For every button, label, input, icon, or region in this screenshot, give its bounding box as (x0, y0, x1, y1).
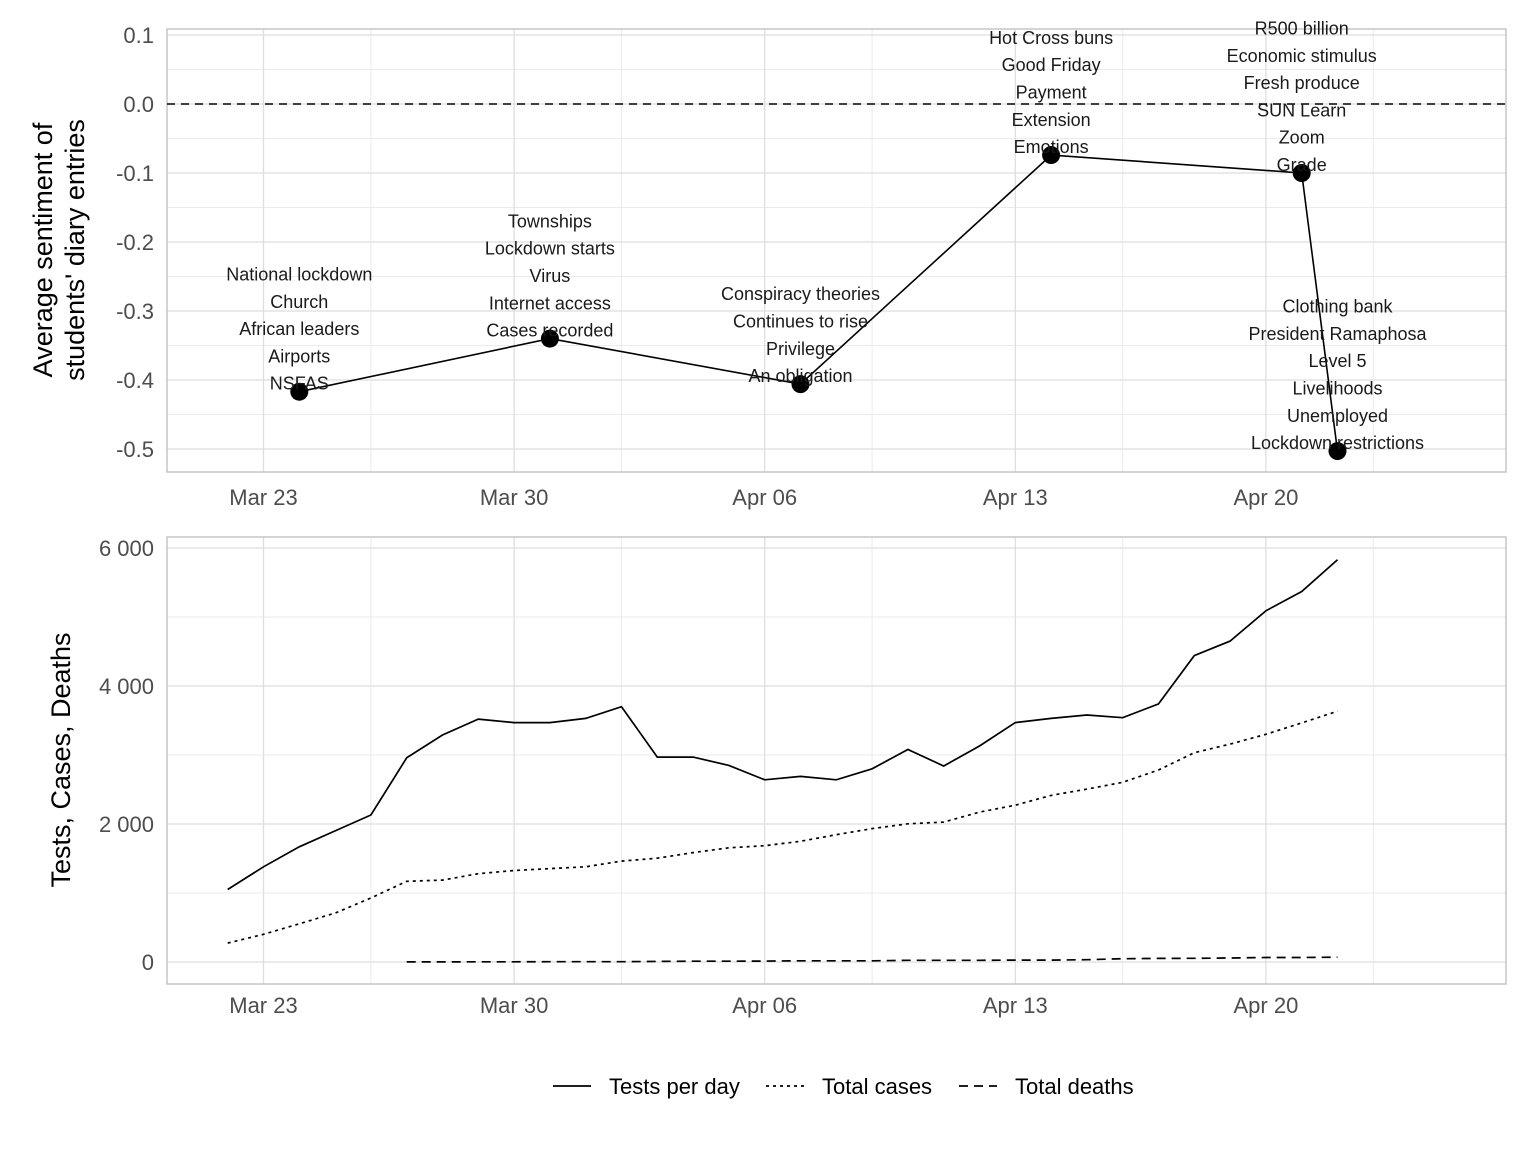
y-axis-title: Average sentiment ofstudents' diary entr… (28, 119, 90, 381)
sentiment-point (1328, 442, 1347, 461)
sentiment-annotations: National lockdown Church African leaders Ai… (226, 19, 1427, 454)
sentiment-y-axis-title: Average sentiment ofstudents' diary entr… (28, 119, 90, 381)
annotation-label: Grade (1277, 155, 1327, 175)
annotation-label: Lockdown starts (485, 239, 615, 259)
x-tick-label: Mar 30 (480, 993, 548, 1018)
x-tick-label: Mar 30 (480, 485, 548, 510)
annotation-label: Livelihoods (1292, 378, 1382, 398)
y-tick-label: 0.0 (123, 92, 154, 117)
sentiment-point (290, 382, 309, 401)
x-tick-label: Apr 06 (732, 993, 797, 1018)
sentiment-series (290, 146, 1347, 461)
x-tick-label: Mar 23 (229, 993, 297, 1018)
annotation-label: Clothing bank (1282, 297, 1393, 317)
annotation-label: Fresh produce (1244, 73, 1360, 93)
sentiment-line (299, 154, 1339, 452)
sentiment-point (791, 375, 810, 394)
annotation-label: Unemployed (1287, 406, 1388, 426)
y-tick-label: -0.5 (116, 437, 154, 462)
annotation-label: Economic stimulus (1227, 46, 1377, 66)
annotation-label: Privilege (766, 339, 835, 359)
y-tick-label: 0.1 (123, 23, 154, 48)
sentiment-gridlines (166, 28, 1507, 473)
legend: Tests per day Total cases Total deaths (553, 1074, 1134, 1099)
x-tick-label: Apr 13 (983, 485, 1048, 510)
y-axis-title: Tests, Cases, Deaths (46, 632, 76, 887)
y-tick-label: 6 000 (99, 536, 154, 561)
annotation-label: African leaders (239, 319, 359, 339)
series-line-tests-per-day (227, 559, 1339, 891)
annotation-label: SUN Learn (1257, 100, 1346, 120)
annotation-label: Internet access (489, 293, 611, 313)
x-tick-label: Apr 13 (983, 993, 1048, 1018)
annotation-label: Extension (1012, 110, 1091, 130)
covid-series (227, 559, 1339, 963)
annotation-label: Church (270, 292, 328, 312)
sentiment-panel: National lockdown Church African leaders Ai… (28, 19, 1507, 510)
covid-x-tick-labels: Mar 23 Mar 30 Apr 06 Apr 13 Apr 20 (229, 993, 1298, 1018)
x-tick-label: Apr 20 (1233, 485, 1298, 510)
annotation-label: Good Friday (1002, 55, 1101, 75)
covid-gridlines (166, 536, 1507, 985)
annotation-label: NSFAS (270, 374, 329, 394)
covid-y-axis-title: Tests, Cases, Deaths (46, 632, 76, 887)
legend-label: Total deaths (1015, 1074, 1134, 1099)
y-tick-label: -0.1 (116, 161, 154, 186)
y-axis-title-line: students' diary entries (60, 119, 90, 381)
y-tick-label: 0 (142, 950, 154, 975)
x-tick-label: Apr 20 (1233, 993, 1298, 1018)
annotation-label: Townships (508, 211, 592, 231)
annotation-label: President Ramaphosa (1248, 324, 1427, 344)
sentiment-plot-background (167, 29, 1506, 472)
sentiment-point (1042, 146, 1061, 165)
y-tick-label: 4 000 (99, 674, 154, 699)
annotation-label: Zoom (1279, 128, 1325, 148)
annotation-label: National lockdown (226, 265, 372, 285)
sentiment-point (540, 329, 559, 348)
annotation-label: Emotions (1014, 137, 1089, 157)
annotation-label: Hot Cross buns (989, 28, 1113, 48)
annotation-label: Payment (1016, 82, 1087, 102)
y-tick-label: -0.2 (116, 230, 154, 255)
x-tick-label: Mar 23 (229, 485, 297, 510)
sentiment-panel-border (166, 28, 1507, 473)
annotation-label: R500 billion (1255, 19, 1349, 39)
covid-panel-border (166, 536, 1507, 985)
series-line-total-cases (227, 710, 1338, 944)
legend-label: Total cases (822, 1074, 932, 1099)
y-tick-label: -0.3 (116, 299, 154, 324)
sentiment-y-tick-labels: 0.1 0.0 -0.1 -0.2 -0.3 -0.4 -0.5 (116, 23, 154, 462)
annotation-label: Virus (530, 266, 571, 286)
annotation-label: An obligation (748, 366, 852, 386)
annotation-label: Airports (268, 346, 330, 366)
sentiment-x-tick-labels: Mar 23 Mar 30 Apr 06 Apr 13 Apr 20 (229, 485, 1298, 510)
covid-plot-background (167, 537, 1506, 984)
covid-stats-panel: 0 2 000 4 000 6 000 Mar 23 Mar 30 Apr 06 Apr 1… (46, 536, 1507, 1018)
y-tick-label: 2 000 (99, 812, 154, 837)
legend-label: Tests per day (609, 1074, 740, 1099)
annotation-label: Level 5 (1308, 351, 1366, 371)
covid-y-tick-labels: 0 2 000 4 000 6 000 (99, 536, 154, 975)
annotation-label: Cases recorded (486, 321, 613, 341)
y-axis-title-line: Average sentiment of (28, 122, 58, 377)
annotation-label: Conspiracy theories (721, 284, 880, 304)
annotation-label: Lockdown restrictions (1251, 433, 1424, 453)
y-tick-label: -0.4 (116, 368, 154, 393)
annotation-label: Continues to rise (733, 312, 868, 332)
sentiment-point (1292, 164, 1311, 182)
x-tick-label: Apr 06 (732, 485, 797, 510)
series-line-total-deaths (406, 956, 1338, 963)
